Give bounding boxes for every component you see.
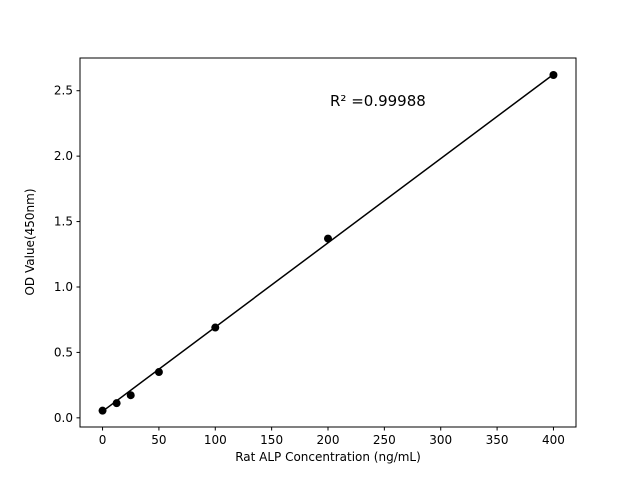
y-axis-label: OD Value(450nm) xyxy=(23,188,37,296)
x-tick-label: 250 xyxy=(373,433,396,447)
data-point xyxy=(98,406,107,415)
y-tick-label: 0.5 xyxy=(54,345,73,359)
x-tick-label: 400 xyxy=(542,433,565,447)
x-tick-label: 0 xyxy=(99,433,107,447)
y-tick-label: 2.0 xyxy=(54,149,73,163)
x-tick-label: 350 xyxy=(486,433,509,447)
x-tick-label: 300 xyxy=(429,433,452,447)
r-squared-annotation: R² =0.99988 xyxy=(330,92,426,110)
x-tick-label: 100 xyxy=(204,433,227,447)
x-axis-label: Rat ALP Concentration (ng/mL) xyxy=(235,450,421,464)
x-tick-label: 50 xyxy=(151,433,166,447)
data-point xyxy=(211,323,220,332)
fit-line xyxy=(102,73,554,412)
data-point xyxy=(154,368,163,377)
y-tick-label: 2.5 xyxy=(54,84,73,98)
y-tick-label: 1.0 xyxy=(54,280,73,294)
data-point xyxy=(549,71,558,80)
y-tick-label: 0.0 xyxy=(54,411,73,425)
y-tick-label: 1.5 xyxy=(54,215,73,229)
data-point xyxy=(112,399,121,408)
x-tick-label: 150 xyxy=(260,433,283,447)
data-point xyxy=(324,234,332,243)
x-tick-label: 200 xyxy=(317,433,340,447)
data-point xyxy=(126,391,135,400)
